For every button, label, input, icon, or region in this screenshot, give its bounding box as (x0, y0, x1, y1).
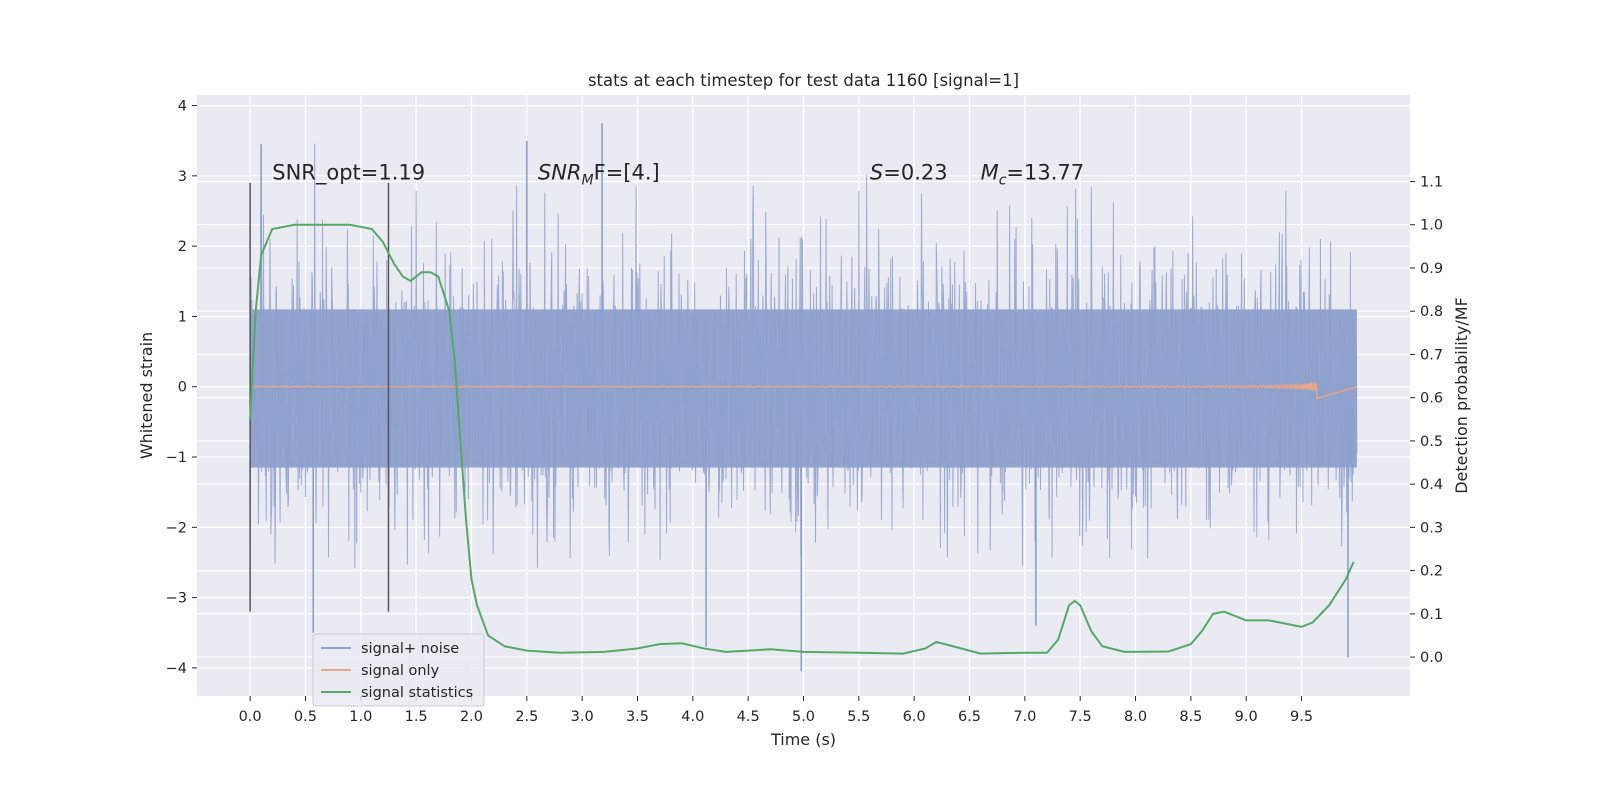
y-tick-label: 0 (178, 380, 187, 396)
y-tick-label: −4 (166, 661, 187, 677)
y2-tick-label: 0.5 (1420, 434, 1443, 450)
y-tick-label: −1 (166, 450, 187, 466)
y-tick-label: 2 (178, 239, 187, 255)
annotation-mc: Mc=13.77 (981, 160, 1085, 188)
signal-only-line (250, 381, 1358, 400)
y-tick-label: 3 (178, 169, 187, 185)
annotation-mc-sub: c (999, 172, 1007, 188)
x-tick-label: 0.5 (294, 709, 317, 725)
legend: signal+ noise signal only signal statist… (312, 633, 485, 707)
x-tick-label: 7.5 (1069, 709, 1092, 725)
y-axis-label: Whitened strain (137, 332, 156, 459)
y2-tick-label: 0.0 (1420, 650, 1443, 666)
x-tick-label: 4.5 (737, 709, 760, 725)
x-tick-label: 2.0 (460, 709, 483, 725)
x-tick-label: 9.5 (1290, 709, 1313, 725)
annotation-snr-opt: SNR_opt=1.19 (272, 160, 425, 185)
annotation-snr-mf-rest: F=[4.] (594, 160, 660, 184)
x-tick-label: 1.0 (349, 709, 372, 725)
x-tick-label: 5.0 (792, 709, 815, 725)
annotation-mc-main: M (981, 160, 999, 184)
legend-label-signal-noise: signal+ noise (361, 641, 459, 657)
annotation-snr-mf-sub: M (582, 172, 594, 188)
annotation-s: S=0.23 (870, 160, 948, 184)
y2-tick-label: 0.7 (1420, 347, 1443, 363)
x-tick-label: 3.0 (571, 709, 594, 725)
signal-statistics-line (249, 223, 1355, 655)
legend-label-signal-only: signal only (361, 663, 440, 679)
x-tick-label: 2.5 (515, 709, 538, 725)
x-axis-label: Time (s) (770, 730, 836, 749)
annotation-snr-mf-main: SNR (538, 160, 582, 184)
x-tick-label: 3.5 (626, 709, 649, 725)
axes: 0.0 0.5 1.0 1.5 2.0 2.5 3.0 3.5 4.0 4.5 5.0 5.5 6.0 6… (166, 99, 1443, 725)
x-tick-label: 8.5 (1179, 709, 1202, 725)
y2-tick-label: 0.3 (1420, 520, 1443, 536)
y-tick-label: −3 (166, 591, 187, 607)
signal-noise-line (249, 143, 1358, 569)
x-tick-label: 1.5 (405, 709, 428, 725)
chart-title: stats at each timestep for test data 116… (588, 71, 1019, 90)
x-tick-label: 6.5 (958, 709, 981, 725)
legend-box (312, 633, 485, 707)
y2-axis-label: Detection probability/MF (1452, 297, 1471, 494)
y2-tick-label: 0.8 (1420, 304, 1443, 320)
y-tick-label: 1 (178, 309, 187, 325)
x-tick-label: 5.5 (847, 709, 870, 725)
legend-label-signal-statistics: signal statistics (361, 685, 473, 701)
y-tick-label: −2 (166, 520, 187, 536)
annotation-s-main: S (870, 160, 883, 184)
y2-tick-label: 1.0 (1420, 218, 1443, 234)
annotation-mc-rest: =13.77 (1006, 160, 1084, 184)
y2-tick-label: 0.6 (1420, 391, 1443, 407)
y2-tick-label: 0.9 (1420, 261, 1443, 277)
annotations: SNR_opt=1.19 SNRMF=[4.] S=0.23 Mc=13.77 (272, 160, 1084, 188)
x-tick-label: 4.0 (681, 709, 704, 725)
annotation-s-rest: =0.23 (883, 160, 947, 184)
plot-content (249, 123, 1358, 672)
y2-tick-label: 0.4 (1420, 477, 1443, 493)
y-tick-label: 4 (178, 99, 187, 115)
annotation-snr-mf: SNRMF=[4.] (538, 160, 660, 188)
x-tick-label: 9.0 (1235, 709, 1258, 725)
y2-tick-label: 0.1 (1420, 607, 1443, 623)
x-tick-label: 8.0 (1124, 709, 1147, 725)
y2-tick-label: 1.1 (1420, 174, 1443, 190)
y2-tick-label: 0.2 (1420, 564, 1443, 580)
x-tick-label: 6.0 (903, 709, 926, 725)
x-tick-label: 7.0 (1013, 709, 1036, 725)
x-tick-label: 0.0 (239, 709, 262, 725)
